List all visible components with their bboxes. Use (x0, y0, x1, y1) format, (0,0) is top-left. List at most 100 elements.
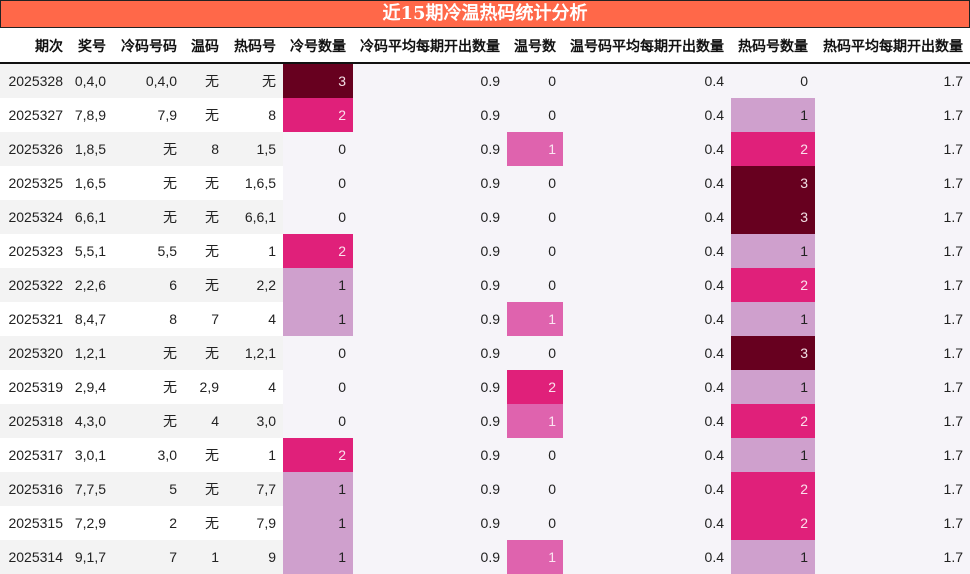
cell-warm-count: 1 (507, 540, 563, 574)
cell-cold-numbers: 5,5 (113, 234, 184, 268)
cell-cold-count: 1 (283, 302, 353, 336)
cell-period: 2025318 (0, 404, 70, 438)
cell-cold-average: 0.9 (480, 413, 500, 429)
cell-period: 2025326 (0, 132, 70, 166)
cell-warm-count: 0 (548, 447, 556, 463)
cell-hot-numbers: 无 (226, 64, 283, 98)
cell-warm-numbers: 8 (184, 132, 226, 166)
cell-cold-average: 0.9 (480, 209, 500, 225)
cell-warm-average: 0.4 (704, 141, 724, 157)
header-hot-count: 热码号数量 (738, 38, 808, 54)
cell-draw: 9,1,7 (70, 540, 113, 574)
cell-cold-count: 0 (338, 379, 346, 395)
cell-hot-numbers: 8 (226, 98, 283, 132)
cell-warm-numbers: 2,9 (184, 370, 226, 404)
cell-hot-numbers: 1,2,1 (226, 336, 283, 370)
cell-cold-count: 1 (283, 472, 353, 506)
cell-hot-average: 1.7 (943, 73, 963, 89)
cell-cold-average: 0.9 (480, 73, 500, 89)
header-warm-numbers: 温码 (191, 38, 219, 54)
cell-hot-average: 1.7 (943, 413, 963, 429)
cell-hot-average: 1.7 (943, 515, 963, 531)
cell-cold-count: 0 (338, 345, 346, 361)
cell-cold-average: 0.9 (480, 277, 500, 293)
cell-cold-average: 0.9 (480, 107, 500, 123)
cell-period: 2025323 (0, 234, 70, 268)
cell-cold-numbers: 0,4,0 (113, 64, 184, 98)
cell-hot-count: 3 (731, 336, 815, 370)
cell-cold-numbers: 3,0 (113, 438, 184, 472)
cell-hot-count: 0 (800, 73, 808, 89)
cell-draw: 7,7,5 (70, 472, 113, 506)
cell-cold-average: 0.9 (480, 481, 500, 497)
cell-warm-numbers: 无 (184, 200, 226, 234)
table-row: 2025318 4,3,0 无 4 3,0 0 0.9 1 0.4 2 1.7 (0, 404, 970, 438)
cell-cold-numbers: 无 (113, 200, 184, 234)
cell-period: 2025321 (0, 302, 70, 336)
cell-draw: 0,4,0 (70, 64, 113, 98)
header-cold-count: 冷号数量 (290, 38, 346, 54)
cell-cold-numbers: 5 (113, 472, 184, 506)
cell-cold-count: 2 (283, 234, 353, 268)
cell-hot-count: 1 (731, 234, 815, 268)
cell-period: 2025317 (0, 438, 70, 472)
cell-cold-numbers: 无 (113, 370, 184, 404)
cell-cold-count: 0 (338, 141, 346, 157)
cell-warm-average: 0.4 (704, 447, 724, 463)
cell-warm-count: 0 (548, 73, 556, 89)
cell-cold-numbers: 无 (113, 166, 184, 200)
cell-cold-average: 0.9 (480, 311, 500, 327)
cell-period: 2025315 (0, 506, 70, 540)
cell-warm-count: 0 (548, 277, 556, 293)
cell-draw: 2,2,6 (70, 268, 113, 302)
table-row: 2025315 7,2,9 2 无 7,9 1 0.9 0 0.4 2 1.7 (0, 506, 970, 540)
cell-hot-average: 1.7 (943, 175, 963, 191)
cell-cold-numbers: 8 (113, 302, 184, 336)
cell-draw: 4,3,0 (70, 404, 113, 438)
table-row: 2025323 5,5,1 5,5 无 1 2 0.9 0 0.4 1 1.7 (0, 234, 970, 268)
table-row: 2025321 8,4,7 8 7 4 1 0.9 1 0.4 1 1.7 (0, 302, 970, 336)
cell-cold-count: 1 (283, 540, 353, 574)
cell-draw: 1,6,5 (70, 166, 113, 200)
table-body: 2025328 0,4,0 0,4,0 无无 3 0.9 0 0.4 0 1.7 2025327 7,… (0, 64, 970, 574)
cell-hot-average: 1.7 (943, 277, 963, 293)
cell-cold-average: 0.9 (480, 447, 500, 463)
cell-hot-count: 1 (731, 540, 815, 574)
cell-warm-numbers: 无 (184, 438, 226, 472)
table-title: 近15期冷温热码统计分析 (0, 0, 970, 28)
cell-hot-numbers: 1,5 (226, 132, 283, 166)
cell-warm-average: 0.4 (704, 481, 724, 497)
cell-cold-count: 0 (338, 209, 346, 225)
cell-period: 2025325 (0, 166, 70, 200)
cell-warm-count: 0 (548, 107, 556, 123)
cell-warm-numbers: 无 (184, 472, 226, 506)
cell-cold-average: 0.9 (480, 549, 500, 565)
cell-warm-numbers: 4 (184, 404, 226, 438)
cell-warm-average: 0.4 (704, 209, 724, 225)
cell-warm-numbers: 无 (184, 268, 226, 302)
cell-hot-count: 3 (731, 166, 815, 200)
cell-hot-numbers: 1 (226, 438, 283, 472)
cell-warm-average: 0.4 (704, 345, 724, 361)
cell-hot-numbers: 6,6,1 (226, 200, 283, 234)
cell-warm-average: 0.4 (704, 413, 724, 429)
cell-warm-count: 1 (507, 404, 563, 438)
header-period: 期次 (35, 38, 63, 54)
header-hot-average: 热码平均每期开出数量 (823, 38, 963, 54)
cell-cold-count: 2 (283, 438, 353, 472)
cell-draw: 7,2,9 (70, 506, 113, 540)
cell-period: 2025328 (0, 64, 70, 98)
cell-draw: 7,8,9 (70, 98, 113, 132)
cell-draw: 8,4,7 (70, 302, 113, 336)
table-row: 2025325 1,6,5 无无 1,6,5 0 0.9 0 0.4 3 1.7 (0, 166, 970, 200)
cell-cold-numbers: 无 (113, 132, 184, 166)
cell-hot-count: 1 (731, 98, 815, 132)
table-row: 2025322 2,2,6 6 无 2,2 1 0.9 0 0.4 2 1.7 (0, 268, 970, 302)
cell-period: 2025314 (0, 540, 70, 574)
table-row: 2025327 7,8,9 7,9 无 8 2 0.9 0 0.4 1 1.7 (0, 98, 970, 132)
cell-hot-count: 2 (731, 132, 815, 166)
cell-draw: 6,6,1 (70, 200, 113, 234)
cell-hot-average: 1.7 (943, 379, 963, 395)
cell-cold-average: 0.9 (480, 141, 500, 157)
cell-cold-count: 1 (283, 506, 353, 540)
